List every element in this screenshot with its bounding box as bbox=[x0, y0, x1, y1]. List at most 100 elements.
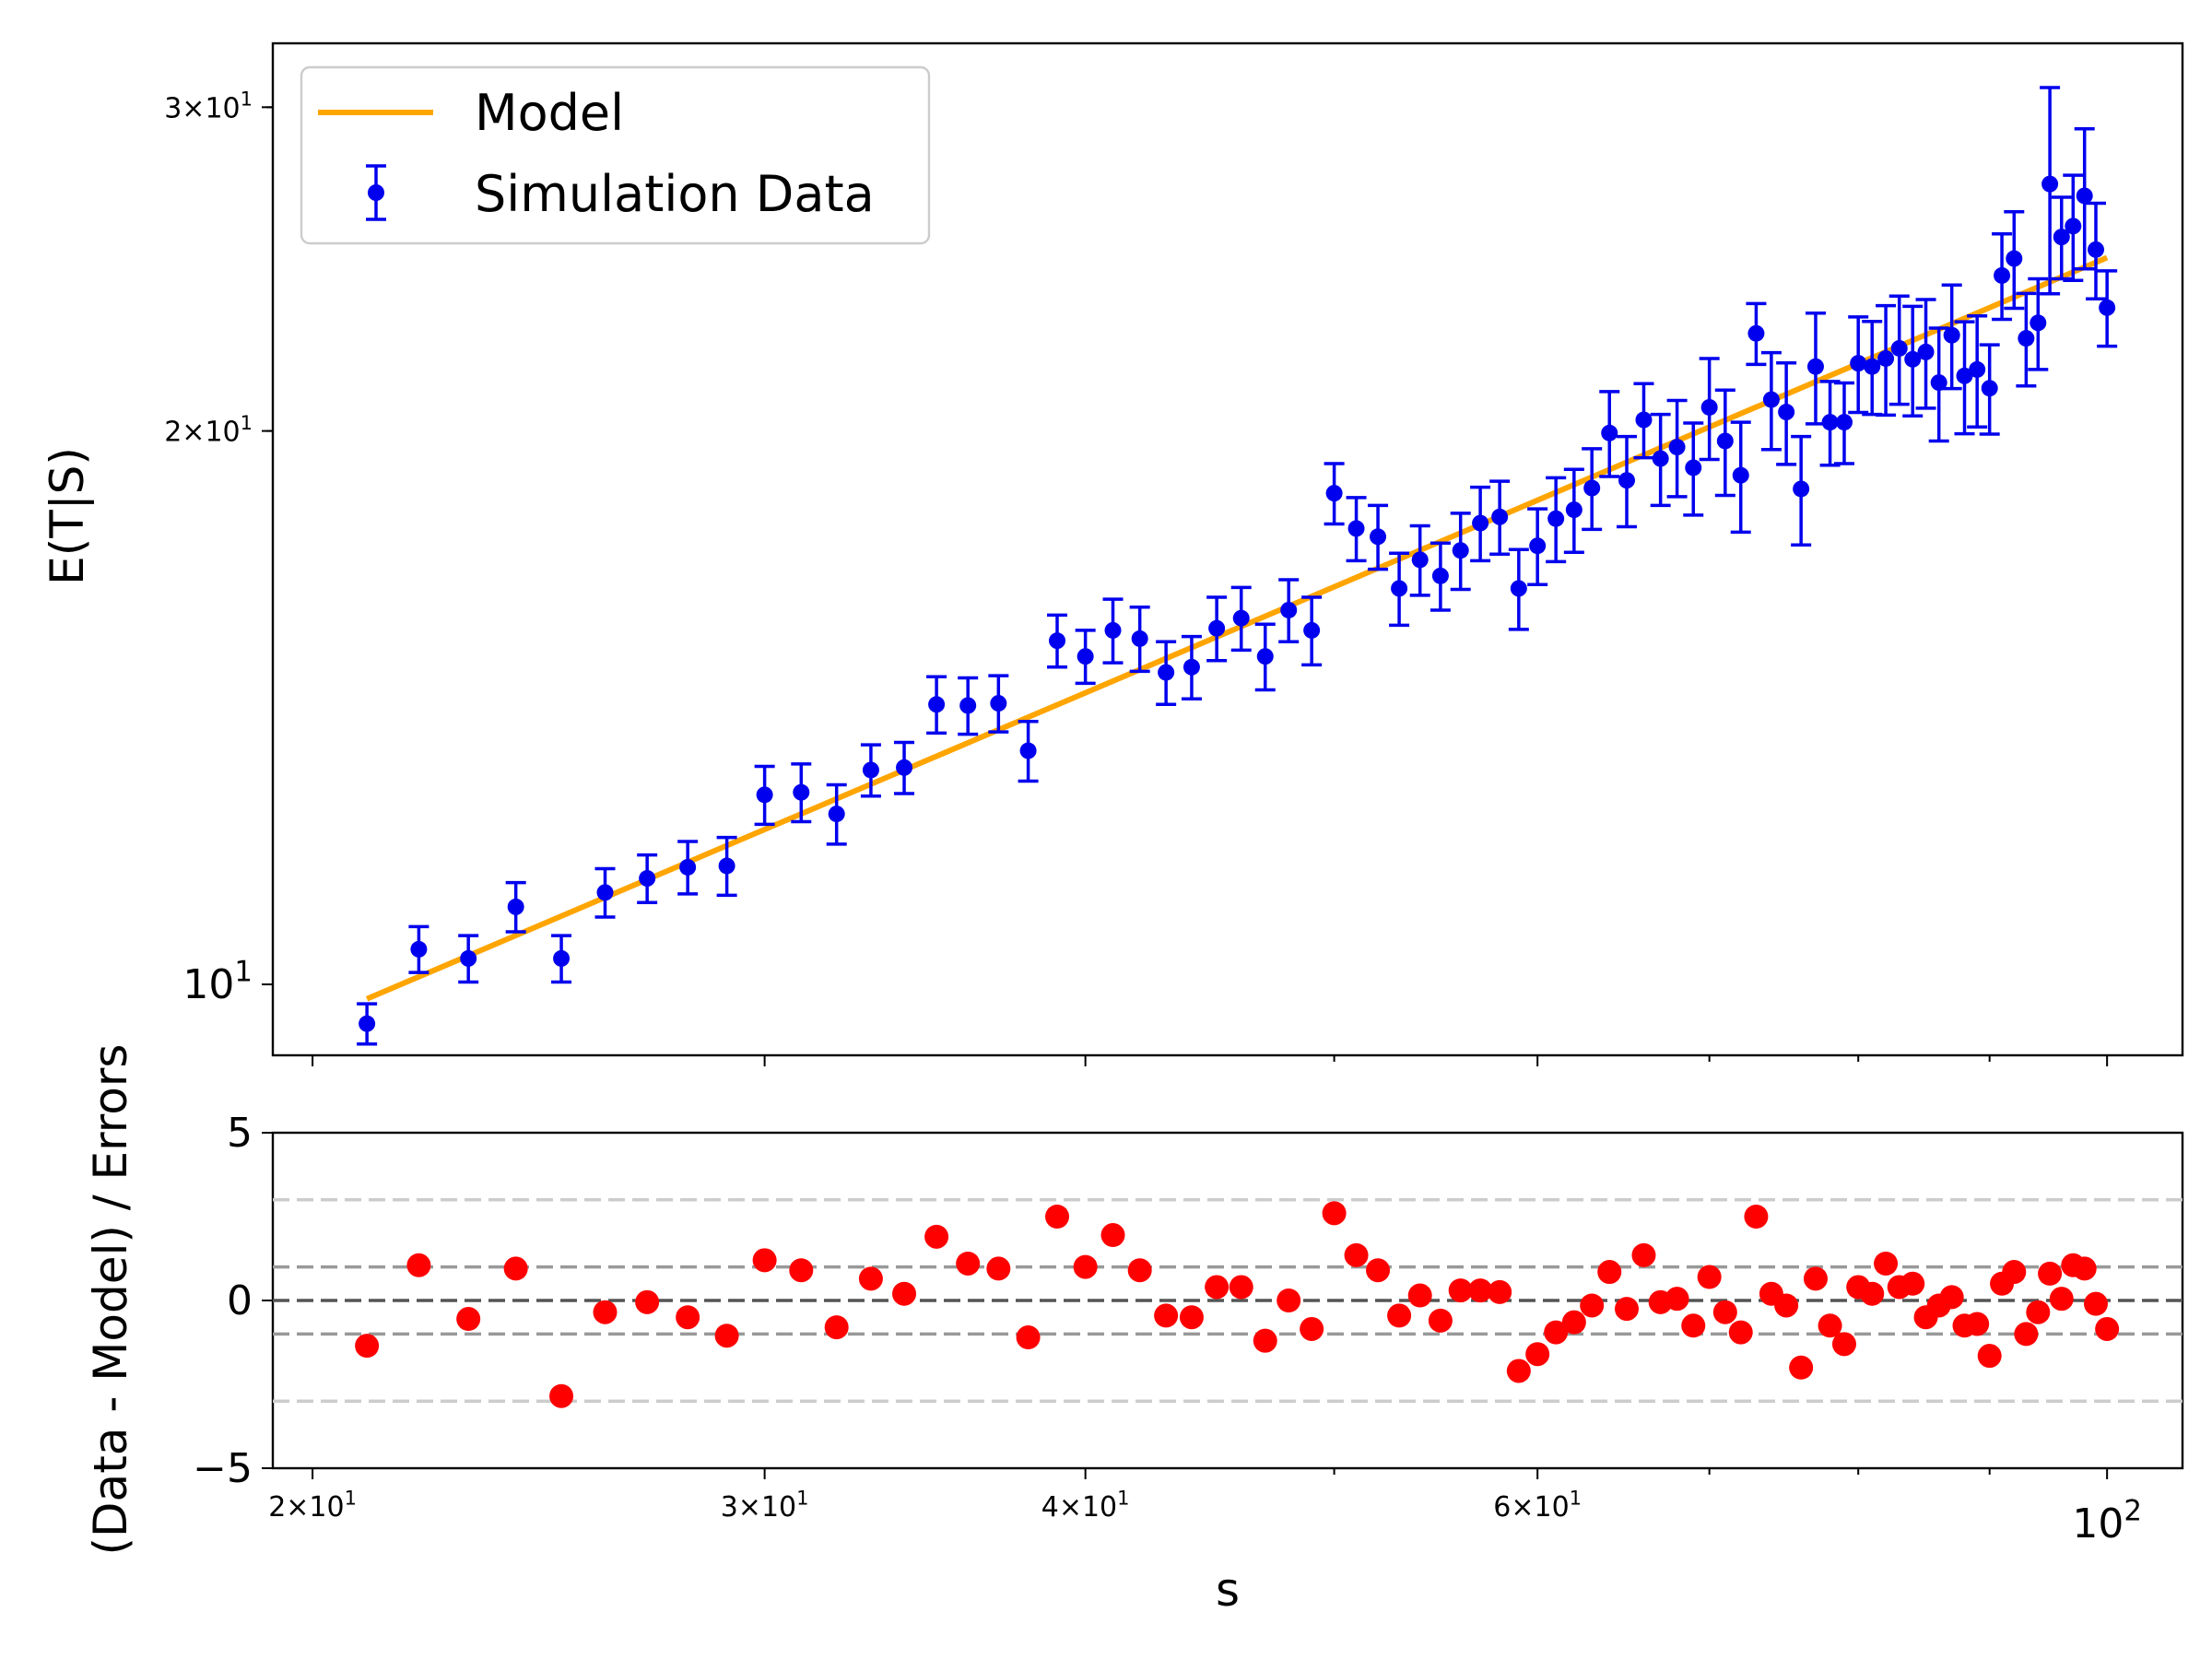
data-marker bbox=[2099, 299, 2116, 316]
data-marker bbox=[553, 949, 571, 967]
residual-marker bbox=[1874, 1251, 1899, 1276]
data-marker bbox=[1850, 355, 1867, 372]
residual-marker bbox=[1681, 1313, 1706, 1338]
data-point bbox=[1848, 315, 1869, 415]
data-marker bbox=[410, 940, 428, 958]
residual-marker bbox=[2072, 1256, 2097, 1281]
data-marker bbox=[990, 695, 1007, 712]
residual-marker bbox=[2095, 1316, 2120, 1341]
data-point bbox=[1156, 640, 1177, 707]
residual-marker bbox=[1407, 1283, 1432, 1308]
data-marker bbox=[793, 783, 810, 801]
residual-marker bbox=[1965, 1312, 1990, 1336]
data-point bbox=[1129, 605, 1150, 674]
residual-y-axis-label: (Data - Model) / Errors bbox=[84, 1044, 137, 1556]
data-marker bbox=[1835, 414, 1853, 431]
residual-marker bbox=[1300, 1316, 1324, 1341]
residual-marker bbox=[1697, 1265, 1722, 1289]
legend-box bbox=[300, 65, 931, 245]
data-marker bbox=[2087, 241, 2104, 258]
main-y-ticks: 101 2×101 3×101 bbox=[164, 88, 273, 1008]
data-point bbox=[1254, 622, 1276, 692]
data-marker bbox=[1510, 580, 1527, 597]
residual-marker bbox=[1322, 1201, 1347, 1226]
data-point bbox=[1102, 597, 1124, 665]
data-point bbox=[1876, 303, 1897, 418]
residual-marker bbox=[1229, 1275, 1253, 1300]
data-marker bbox=[1917, 343, 1935, 360]
data-marker bbox=[1019, 742, 1037, 759]
data-point bbox=[1902, 304, 1924, 418]
residual-panel: 5 0 −5 2×101 3×101 4×101 6×101 102 (Data - Mod… bbox=[84, 1044, 2184, 1617]
residual-marker bbox=[1831, 1332, 1856, 1357]
data-marker bbox=[1806, 358, 1824, 375]
data-marker bbox=[1280, 601, 1298, 618]
residual-marker bbox=[1154, 1303, 1179, 1328]
data-marker bbox=[1565, 501, 1583, 519]
data-marker bbox=[1370, 528, 1387, 546]
main-y-tick-label: 101 bbox=[182, 956, 253, 1008]
data-marker bbox=[1762, 391, 1780, 408]
data-point bbox=[637, 853, 658, 904]
data-point bbox=[1617, 434, 1638, 529]
data-marker bbox=[1452, 542, 1469, 559]
residual-marker bbox=[2083, 1291, 2108, 1316]
data-marker bbox=[756, 786, 773, 804]
main-x-ticks bbox=[312, 1055, 2109, 1066]
legend-data-label: Simulation Data bbox=[475, 165, 875, 223]
data-marker bbox=[1208, 619, 1226, 637]
x-axis-label: s bbox=[1216, 1563, 1240, 1617]
data-marker bbox=[1821, 414, 1839, 431]
data-point bbox=[1301, 595, 1323, 667]
data-point bbox=[754, 764, 775, 827]
data-marker bbox=[1431, 567, 1449, 584]
data-marker bbox=[1104, 621, 1122, 639]
data-marker bbox=[1391, 580, 1408, 597]
main-y-tick-label: 2×101 bbox=[164, 412, 253, 449]
data-marker bbox=[1981, 380, 1998, 397]
data-marker bbox=[1347, 520, 1365, 537]
data-point bbox=[1805, 312, 1826, 426]
data-marker bbox=[1583, 479, 1601, 497]
data-point bbox=[1954, 320, 1975, 436]
data-point bbox=[1346, 496, 1367, 563]
data-point bbox=[1833, 381, 1854, 465]
residual-marker bbox=[1366, 1258, 1391, 1283]
data-marker bbox=[1956, 367, 1973, 384]
data-point bbox=[926, 675, 947, 735]
residual-marker bbox=[2038, 1261, 2063, 1286]
data-point bbox=[1928, 326, 1949, 443]
residual-marker bbox=[1900, 1271, 1925, 1296]
data-marker bbox=[507, 898, 524, 915]
data-point bbox=[1819, 380, 1841, 467]
data-marker bbox=[1618, 472, 1636, 489]
data-point bbox=[894, 740, 915, 795]
data-point bbox=[1489, 479, 1511, 557]
data-marker bbox=[1890, 339, 1908, 357]
data-point bbox=[594, 866, 616, 919]
data-point bbox=[1470, 485, 1491, 563]
data-marker bbox=[1491, 508, 1509, 525]
data-point bbox=[791, 762, 812, 824]
data-marker bbox=[1635, 411, 1653, 429]
data-point bbox=[1666, 398, 1688, 499]
data-marker bbox=[1904, 350, 1922, 368]
residual-marker bbox=[1977, 1344, 2002, 1369]
residual-series bbox=[355, 1201, 2120, 1408]
data-marker bbox=[1158, 664, 1175, 681]
residual-marker bbox=[986, 1256, 1011, 1281]
residual-marker bbox=[1387, 1303, 1412, 1328]
residual-marker bbox=[593, 1300, 618, 1324]
residual-marker bbox=[1344, 1242, 1369, 1267]
data-point bbox=[1450, 512, 1471, 592]
residual-marker bbox=[1860, 1281, 1885, 1306]
data-point bbox=[988, 674, 1009, 734]
residual-marker bbox=[2026, 1300, 2051, 1324]
residual-y-tick-label: 0 bbox=[227, 1277, 253, 1324]
residual-marker bbox=[1561, 1310, 1586, 1335]
residual-x-tick-label: 2×101 bbox=[268, 1487, 357, 1524]
residual-marker bbox=[1631, 1242, 1656, 1267]
data-marker bbox=[1943, 326, 1960, 344]
data-point bbox=[826, 782, 847, 846]
